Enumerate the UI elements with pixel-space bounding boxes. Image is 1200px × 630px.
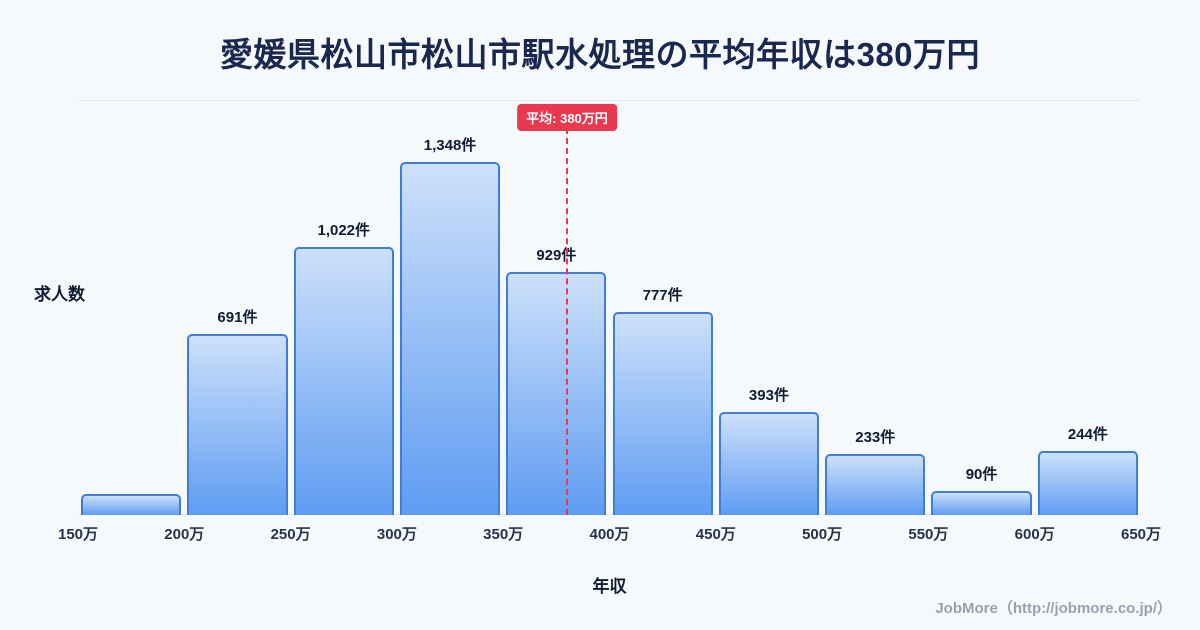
bar-value-label: 929件 — [536, 247, 577, 264]
bar-value-label: 90件 — [965, 466, 998, 483]
bar-value-label: 244件 — [1067, 426, 1108, 443]
histogram-bar — [506, 272, 607, 515]
footer-credit: JobMore（http://jobmore.co.jp/） — [935, 600, 1172, 617]
bar-value-label: 233件 — [855, 429, 896, 446]
average-line — [565, 128, 568, 515]
x-tick-label: 250万 — [270, 526, 311, 543]
histogram-bar — [81, 494, 182, 515]
bar-value-label: 1,022件 — [317, 222, 371, 239]
histogram-bar — [187, 334, 288, 515]
histogram-bar — [612, 312, 713, 515]
x-tick-label: 500万 — [802, 526, 843, 543]
y-axis-label: 求人数 — [34, 285, 85, 304]
bar-value-label: 777件 — [642, 287, 683, 304]
x-tick-label: 150万 — [57, 526, 99, 543]
x-tick-label: 400万 — [589, 526, 630, 543]
x-tick-label: 450万 — [695, 526, 736, 543]
bar-value-label: 691件 — [217, 309, 258, 326]
histogram-bar — [399, 162, 501, 515]
average-badge: 平均: 380万円 — [517, 104, 617, 131]
x-tick-label: 200万 — [164, 526, 205, 543]
page-title: 愛媛県松山市松山市駅水処理の平均年収は380万円 — [219, 36, 981, 73]
x-axis-label: 年収 — [592, 577, 627, 596]
bar-value-label: 393件 — [748, 387, 789, 404]
x-tick-label: 550万 — [908, 526, 949, 543]
x-tick-label: 600万 — [1014, 526, 1055, 543]
histogram-bar — [718, 412, 820, 515]
histogram-bar — [293, 247, 394, 515]
histogram-bar — [1037, 451, 1138, 515]
x-tick-label: 650万 — [1120, 526, 1162, 543]
x-ticks: 150万 200万 250万 300万 350万 400万 450万 500万 550万 600万… — [58, 523, 1161, 543]
x-tick-label: 300万 — [376, 526, 417, 543]
bar-value-label: 1,348件 — [423, 137, 477, 154]
histogram-bar — [825, 454, 926, 515]
histogram-bar — [931, 491, 1032, 515]
plot-area: 平均: 380万円 691件 1,022件 1,348件 929件 777件 393件 23… — [78, 100, 1141, 515]
x-tick-label: 350万 — [483, 526, 524, 543]
